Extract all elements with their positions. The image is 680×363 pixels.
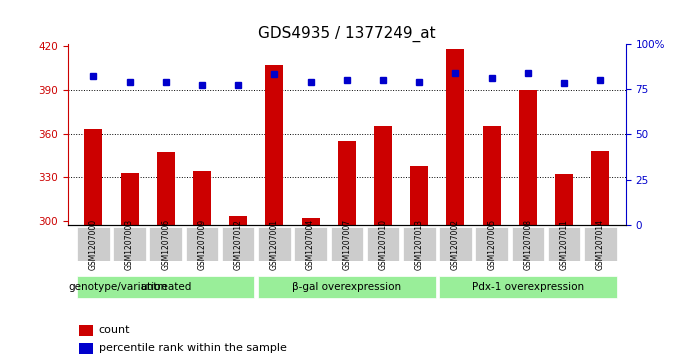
Bar: [338, 141, 356, 225]
Text: GSM1207014: GSM1207014: [596, 219, 605, 270]
Text: untreated: untreated: [140, 282, 192, 292]
Bar: [265, 65, 284, 225]
FancyBboxPatch shape: [222, 227, 254, 261]
Text: GSM1207009: GSM1207009: [197, 219, 207, 270]
Bar: [79, 343, 93, 354]
FancyBboxPatch shape: [114, 227, 146, 261]
Bar: [84, 129, 103, 225]
Text: GSM1207013: GSM1207013: [415, 219, 424, 270]
Text: GSM1207000: GSM1207000: [89, 219, 98, 270]
Text: GSM1207006: GSM1207006: [161, 219, 170, 270]
Text: Pdx-1 overexpression: Pdx-1 overexpression: [472, 282, 584, 292]
Text: GSM1207001: GSM1207001: [270, 219, 279, 270]
Bar: [120, 173, 139, 225]
Bar: [156, 152, 175, 225]
FancyBboxPatch shape: [77, 276, 254, 298]
Text: count: count: [99, 325, 130, 335]
FancyBboxPatch shape: [403, 227, 435, 261]
Bar: [374, 126, 392, 225]
Bar: [193, 171, 211, 225]
FancyBboxPatch shape: [439, 227, 472, 261]
FancyBboxPatch shape: [294, 227, 327, 261]
FancyBboxPatch shape: [367, 227, 399, 261]
Bar: [79, 325, 93, 336]
FancyBboxPatch shape: [258, 276, 435, 298]
Text: genotype/variation: genotype/variation: [69, 282, 168, 292]
Text: GSM1207003: GSM1207003: [125, 219, 134, 270]
Bar: [301, 218, 320, 225]
FancyBboxPatch shape: [584, 227, 617, 261]
FancyBboxPatch shape: [186, 227, 218, 261]
Text: GSM1207012: GSM1207012: [234, 219, 243, 270]
FancyBboxPatch shape: [258, 227, 290, 261]
Text: GSM1207005: GSM1207005: [487, 219, 496, 270]
Text: GSM1207008: GSM1207008: [524, 219, 532, 270]
FancyBboxPatch shape: [150, 227, 182, 261]
Bar: [555, 174, 573, 225]
Bar: [591, 151, 609, 225]
Text: GSM1207002: GSM1207002: [451, 219, 460, 270]
Text: GSM1207004: GSM1207004: [306, 219, 315, 270]
FancyBboxPatch shape: [330, 227, 363, 261]
Bar: [483, 126, 500, 225]
Text: β-gal overexpression: β-gal overexpression: [292, 282, 401, 292]
Text: GSM1207007: GSM1207007: [342, 219, 352, 270]
FancyBboxPatch shape: [511, 227, 544, 261]
FancyBboxPatch shape: [548, 227, 580, 261]
Bar: [229, 216, 248, 225]
Title: GDS4935 / 1377249_at: GDS4935 / 1377249_at: [258, 26, 436, 42]
FancyBboxPatch shape: [475, 227, 508, 261]
Text: GSM1207010: GSM1207010: [379, 219, 388, 270]
Bar: [519, 90, 537, 225]
Text: GSM1207011: GSM1207011: [560, 219, 568, 270]
Bar: [410, 166, 428, 225]
Text: percentile rank within the sample: percentile rank within the sample: [99, 343, 286, 354]
FancyBboxPatch shape: [439, 276, 617, 298]
FancyBboxPatch shape: [77, 227, 109, 261]
Bar: [446, 49, 464, 225]
